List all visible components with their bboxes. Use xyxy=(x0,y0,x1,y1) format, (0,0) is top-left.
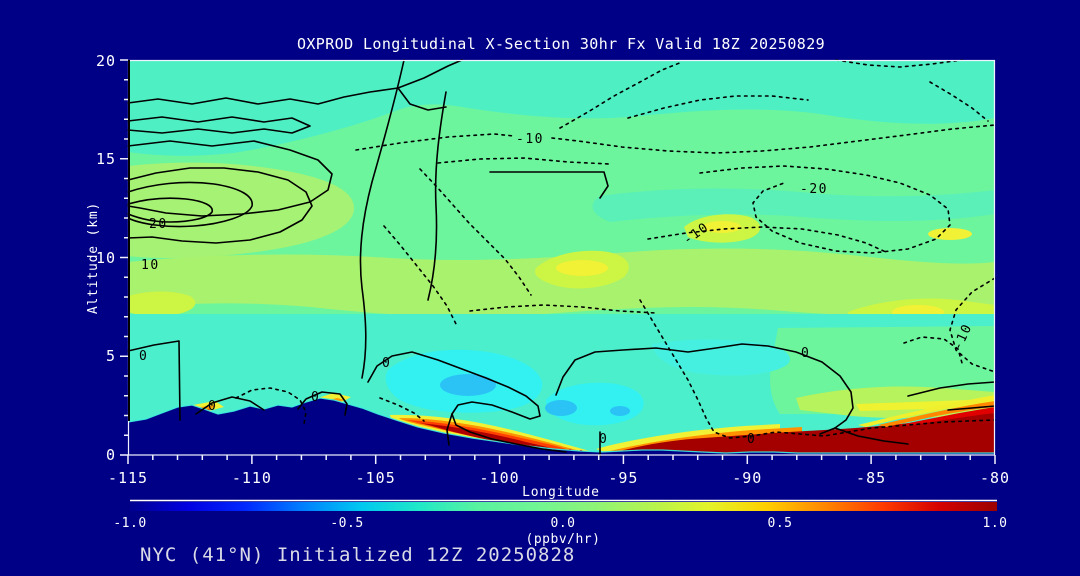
contour-line xyxy=(446,413,453,446)
contour-label: 0 xyxy=(801,346,810,361)
contour-line-dotted xyxy=(929,81,989,122)
colorbar-unit-label: (ppbv/hr) xyxy=(526,532,601,547)
fill-region xyxy=(928,228,972,240)
contour-line-dotted xyxy=(469,304,657,314)
y-tick-label: 5 xyxy=(106,347,116,365)
x-tick-label: -100 xyxy=(480,469,520,487)
contour-label: -20 xyxy=(800,182,828,197)
fill-region xyxy=(858,395,995,427)
contour-label: 10 xyxy=(141,258,160,273)
run-info-footer: NYC (41°N) Initialized 12Z 20250828 xyxy=(140,544,575,566)
fill-regions xyxy=(128,60,995,455)
contour-line-dotted xyxy=(355,124,996,154)
colorbar-tick-label: 0.0 xyxy=(551,516,576,531)
fill-region xyxy=(652,339,790,376)
contour-line xyxy=(907,381,996,397)
contour-label: -10 xyxy=(516,132,544,147)
x-tick-label: -90 xyxy=(732,469,762,487)
contour-line-dotted xyxy=(639,299,996,439)
fill-region xyxy=(898,407,995,426)
contour-line-dotted xyxy=(437,157,611,165)
contour-line-dotted xyxy=(627,95,809,119)
colorbar-tick-label: -0.5 xyxy=(330,516,363,531)
contour-line xyxy=(297,391,348,416)
contour-line-dotted xyxy=(903,336,963,364)
fill-region xyxy=(440,374,496,396)
x-tick-label: -85 xyxy=(856,469,886,487)
colorbar: -1.0 -0.5 0.0 0.5 1.0 (ppbv/hr) xyxy=(113,499,1008,547)
colorbar-tick-label: 0.5 xyxy=(768,516,793,531)
contour-label: 0 xyxy=(208,399,217,414)
contour-line-dotted xyxy=(383,225,458,327)
contour-line xyxy=(947,405,996,411)
contour-label: 0 xyxy=(139,349,148,364)
contour-line xyxy=(397,87,447,111)
x-tick-label: -95 xyxy=(608,469,638,487)
contour-line xyxy=(195,396,265,415)
contour-line-dotted xyxy=(647,226,889,254)
y-minor-ticks xyxy=(124,79,128,437)
x-tick-label: -80 xyxy=(980,469,1010,487)
contour-line xyxy=(127,167,313,244)
fill-region xyxy=(545,400,577,416)
fill-region xyxy=(592,188,995,222)
contour-line xyxy=(367,351,567,453)
x-major-ticks xyxy=(127,455,996,464)
contour-label: 20 xyxy=(149,217,168,232)
contour-line xyxy=(127,116,311,134)
contour-line xyxy=(489,171,609,199)
fill-region xyxy=(878,401,995,427)
colorbar-tick-label: 1.0 xyxy=(983,516,1008,531)
y-major-ticks xyxy=(120,59,128,456)
contour-line-dotted xyxy=(835,59,963,68)
contour-line xyxy=(359,59,405,379)
x-tick-label: -105 xyxy=(356,469,396,487)
contour-line-dotted xyxy=(559,61,683,129)
contour-line-dotted xyxy=(419,168,532,296)
contour-line xyxy=(555,343,854,435)
contour-line xyxy=(427,91,447,301)
x-tick-label: -115 xyxy=(108,469,148,487)
contour-label: 0 xyxy=(747,432,756,447)
fill-region xyxy=(128,60,995,156)
plot-title: OXPROD Longitudinal X-Section 30hr Fx Va… xyxy=(297,35,825,53)
contour-line-dotted xyxy=(379,397,425,422)
y-tick-label: 10 xyxy=(96,249,116,267)
colorbar-tick-label: -1.0 xyxy=(113,516,146,531)
fill-region xyxy=(128,291,196,317)
contour-line xyxy=(127,340,181,421)
fill-region xyxy=(612,413,995,454)
contour-line xyxy=(834,427,909,445)
contour-line-dotted xyxy=(699,165,951,254)
y-tick-label: 15 xyxy=(96,150,116,168)
dotted-contours xyxy=(235,59,996,439)
solid-contours xyxy=(127,59,996,457)
colorbar-strip xyxy=(130,502,997,511)
terrain-top-edge xyxy=(127,397,995,454)
contour-line-dotted xyxy=(949,277,996,373)
contour-line xyxy=(127,181,253,228)
x-minor-ticks xyxy=(152,455,971,460)
fill-region xyxy=(610,406,630,416)
x-tick-label: -110 xyxy=(232,469,272,487)
contour-line xyxy=(127,59,463,105)
x-tick-labels: -115 -110 -105 -100 -95 -90 -85 -80 xyxy=(108,469,1010,487)
contour-line xyxy=(127,197,213,223)
contour-label: 0 xyxy=(311,390,320,405)
contour-label: 0 xyxy=(599,432,608,447)
y-tick-label: 20 xyxy=(96,52,116,70)
x-axis-label: Longitude xyxy=(522,485,600,500)
y-tick-labels: 20 15 10 5 0 xyxy=(96,52,116,464)
y-axis-label: Altitude (km) xyxy=(86,202,101,314)
axis-ticks xyxy=(120,59,996,464)
contour-label: 0 xyxy=(382,356,391,371)
contour-line xyxy=(127,140,333,217)
y-tick-label: 0 xyxy=(106,446,116,464)
fill-region xyxy=(556,260,608,276)
